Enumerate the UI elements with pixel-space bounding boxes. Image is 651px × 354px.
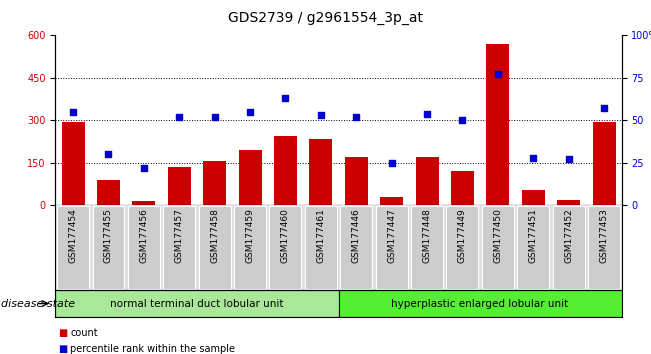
Text: GSM177461: GSM177461	[316, 208, 326, 263]
Text: GSM177448: GSM177448	[422, 208, 432, 263]
Text: GSM177454: GSM177454	[68, 208, 77, 263]
Bar	[168, 167, 191, 205]
Text: GSM177449: GSM177449	[458, 208, 467, 263]
Point	[599, 105, 609, 111]
Point	[351, 114, 361, 120]
Bar	[309, 139, 332, 205]
Point	[387, 160, 397, 166]
Bar	[97, 180, 120, 205]
Point	[104, 152, 114, 157]
Text: GSM177459: GSM177459	[245, 208, 255, 263]
Point	[280, 96, 290, 101]
Text: GDS2739 / g2961554_3p_at: GDS2739 / g2961554_3p_at	[228, 11, 423, 25]
Bar	[380, 197, 403, 205]
Point	[139, 165, 149, 171]
Text: GSM177447: GSM177447	[387, 208, 396, 263]
FancyBboxPatch shape	[588, 206, 620, 290]
Text: GSM177458: GSM177458	[210, 208, 219, 263]
Point	[68, 109, 78, 115]
FancyBboxPatch shape	[199, 206, 230, 290]
FancyBboxPatch shape	[234, 206, 266, 290]
Text: GSM177457: GSM177457	[174, 208, 184, 263]
Bar	[521, 190, 545, 205]
Bar	[339, 290, 622, 317]
Bar	[592, 122, 615, 205]
FancyBboxPatch shape	[163, 206, 195, 290]
Point	[210, 114, 220, 120]
Bar	[132, 201, 156, 205]
Text: ■: ■	[59, 344, 68, 354]
Bar	[415, 157, 439, 205]
Point	[528, 155, 538, 161]
Text: GSM177446: GSM177446	[352, 208, 361, 263]
Text: GSM177453: GSM177453	[600, 208, 609, 263]
Bar	[345, 157, 368, 205]
Point	[563, 156, 574, 162]
Text: GSM177450: GSM177450	[493, 208, 503, 263]
FancyBboxPatch shape	[270, 206, 301, 290]
Bar	[451, 171, 474, 205]
Text: hyperplastic enlarged lobular unit: hyperplastic enlarged lobular unit	[391, 298, 569, 309]
Bar	[238, 150, 262, 205]
Text: ■: ■	[59, 328, 68, 338]
Bar	[274, 136, 297, 205]
Point	[174, 114, 184, 120]
FancyBboxPatch shape	[447, 206, 478, 290]
Text: disease state: disease state	[1, 298, 76, 309]
Text: GSM177456: GSM177456	[139, 208, 148, 263]
FancyBboxPatch shape	[340, 206, 372, 290]
FancyBboxPatch shape	[57, 206, 89, 290]
FancyBboxPatch shape	[553, 206, 585, 290]
FancyBboxPatch shape	[92, 206, 124, 290]
Point	[245, 109, 255, 115]
Bar	[62, 122, 85, 205]
Point	[422, 111, 432, 116]
Text: count: count	[70, 328, 98, 338]
Bar	[486, 44, 509, 205]
FancyBboxPatch shape	[482, 206, 514, 290]
FancyBboxPatch shape	[128, 206, 159, 290]
Text: normal terminal duct lobular unit: normal terminal duct lobular unit	[110, 298, 284, 309]
FancyBboxPatch shape	[411, 206, 443, 290]
Text: GSM177460: GSM177460	[281, 208, 290, 263]
Text: GSM177451: GSM177451	[529, 208, 538, 263]
Bar	[203, 161, 226, 205]
Text: GSM177452: GSM177452	[564, 208, 573, 263]
Point	[457, 118, 467, 123]
Point	[493, 72, 503, 77]
Text: percentile rank within the sample: percentile rank within the sample	[70, 344, 235, 354]
Bar	[55, 290, 339, 317]
Point	[316, 113, 326, 118]
FancyBboxPatch shape	[376, 206, 408, 290]
FancyBboxPatch shape	[518, 206, 549, 290]
Text: GSM177455: GSM177455	[104, 208, 113, 263]
Bar	[557, 200, 580, 205]
FancyBboxPatch shape	[305, 206, 337, 290]
